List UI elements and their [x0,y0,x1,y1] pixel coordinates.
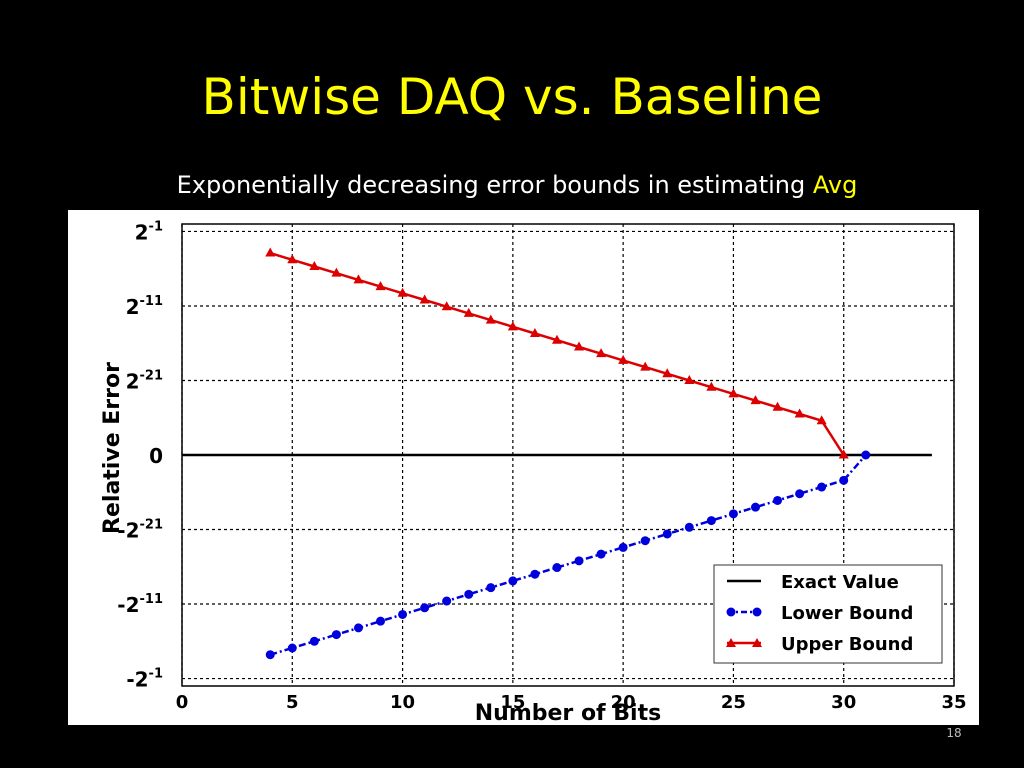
series-1-point-22 [750,502,760,512]
series-1-point-3 [331,630,341,640]
x-tick-label-3: 15 [500,692,525,713]
series-1-point-1 [287,643,297,653]
series-1-point-25 [817,482,827,492]
series-1-point-2 [309,636,319,646]
series-2-point-18 [662,368,673,378]
series-2-point-7 [419,294,430,304]
series-1-point-9 [464,589,474,599]
series-2-point-20 [706,381,717,391]
series-1-point-20 [706,516,716,526]
series-2-point-10 [485,314,496,324]
x-tick-label-7: 35 [941,692,966,713]
y-axis-title: Relative Error [100,362,125,534]
series-2-point-5 [375,281,386,291]
y-tick-label-2: 2-21 [126,368,163,393]
series-2-point-8 [441,301,452,311]
series-2-point-4 [353,274,364,284]
axis-ticks: 0 5 10 15 20 25 30 35 2-1 2-11 2-21 0 -2-21 -2-11 -2-1 [117,219,966,713]
series-2-point-11 [507,321,518,331]
series-1-point-27 [861,450,871,460]
series-2-point-12 [529,328,540,338]
subtitle-text: Exponentially decreasing error bounds in… [176,171,813,199]
x-tick-label-0: 0 [176,692,189,713]
series-1-point-10 [486,583,496,593]
series [182,247,932,660]
chart: 0 5 10 15 20 25 30 35 2-1 2-11 2-21 0 -2-21 -2-11 -2-1… [100,219,967,725]
series-2-point-22 [750,395,761,405]
legend: Exact Value Lower Bound Upper Bound [713,564,943,664]
series-2-point-14 [574,341,585,351]
series-line-1 [269,454,867,656]
series-1-point-21 [728,509,738,519]
x-tick-label-4: 20 [611,692,636,713]
series-1-point-11 [508,576,518,586]
y-tick-label-0: 2-1 [135,219,163,244]
series-2-point-21 [728,388,739,398]
legend-marker-lower-a [726,607,736,617]
series-1-point-15 [596,549,606,559]
series-2-point-2 [309,260,320,270]
legend-marker-upper-a [726,638,736,647]
series-2-point-9 [463,307,474,317]
x-tick-label-6: 30 [831,692,856,713]
series-1-point-17 [640,536,650,546]
series-2-point-13 [551,334,562,344]
series-1-point-6 [398,609,408,619]
slide-title: Bitwise DAQ vs. Baseline [201,68,823,126]
series-1-point-4 [353,623,363,633]
series-1-point-7 [420,603,430,613]
chart-panel: 0 5 10 15 20 25 30 35 2-1 2-11 2-21 0 -2-21 -2-11 -2-1… [68,210,979,725]
x-tick-label-2: 10 [390,692,415,713]
series-1-point-14 [574,556,584,566]
y-tick-label-4: -2-21 [117,518,163,543]
x-axis-title: Number of Bits [475,701,661,725]
legend-marker-lower-b [752,607,762,617]
series-2-point-24 [794,408,805,418]
series-1-point-19 [684,522,694,532]
x-tick-label-5: 25 [721,692,746,713]
y-tick-label-6: -2-1 [126,667,163,692]
series-2-point-16 [618,354,629,364]
series-1-point-18 [662,529,672,539]
legend-label-upper: Upper Bound [781,634,913,655]
series-2-point-6 [397,287,408,297]
legend-marker-upper-b [752,638,762,647]
legend-label-exact: Exact Value [781,572,899,593]
slide-subtitle: Exponentially decreasing error bounds in… [0,168,1024,202]
series-2-point-19 [684,374,695,384]
series-2-point-15 [596,348,607,358]
page-number: 18 [946,726,962,740]
series-1-point-0 [265,650,275,660]
y-tick-label-5: -2-11 [117,592,163,617]
series-1-point-24 [795,489,805,499]
y-tick-label-3: 0 [149,444,163,468]
series-2-point-17 [640,361,651,371]
series-2-point-1 [287,254,298,264]
series-2-point-23 [772,401,783,411]
series-2-point-25 [816,415,827,425]
legend-label-lower: Lower Bound [781,603,913,624]
series-2-point-26 [838,449,849,459]
x-tick-label-1: 5 [286,692,299,713]
series-1-point-23 [773,495,783,505]
subtitle-highlight: Avg [812,171,858,199]
series-1-point-5 [376,616,386,626]
series-2-point-3 [331,267,342,277]
series-1-point-16 [618,542,628,552]
series-1-point-26 [839,475,849,485]
y-tick-label-1: 2-11 [126,294,163,319]
series-1-point-12 [530,569,540,579]
series-1-point-13 [552,563,562,573]
series-1-point-8 [442,596,452,606]
series-2-point-0 [265,247,276,257]
